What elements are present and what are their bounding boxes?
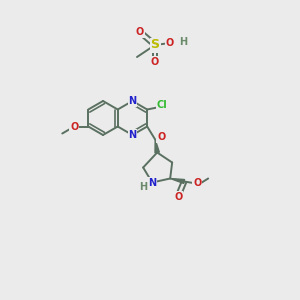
Text: N: N <box>128 96 136 106</box>
Text: O: O <box>193 178 201 188</box>
Text: O: O <box>174 191 182 202</box>
Text: O: O <box>136 27 144 37</box>
Text: N: N <box>128 130 136 140</box>
Text: H: H <box>179 37 187 47</box>
Text: S: S <box>151 38 160 52</box>
Text: O: O <box>151 57 159 67</box>
Text: H: H <box>139 182 147 191</box>
Polygon shape <box>155 140 159 153</box>
Text: O: O <box>70 122 78 131</box>
Text: O: O <box>157 133 165 142</box>
Text: N: N <box>148 178 156 188</box>
Text: O: O <box>166 38 174 48</box>
Text: Cl: Cl <box>157 100 167 110</box>
Polygon shape <box>170 178 184 184</box>
